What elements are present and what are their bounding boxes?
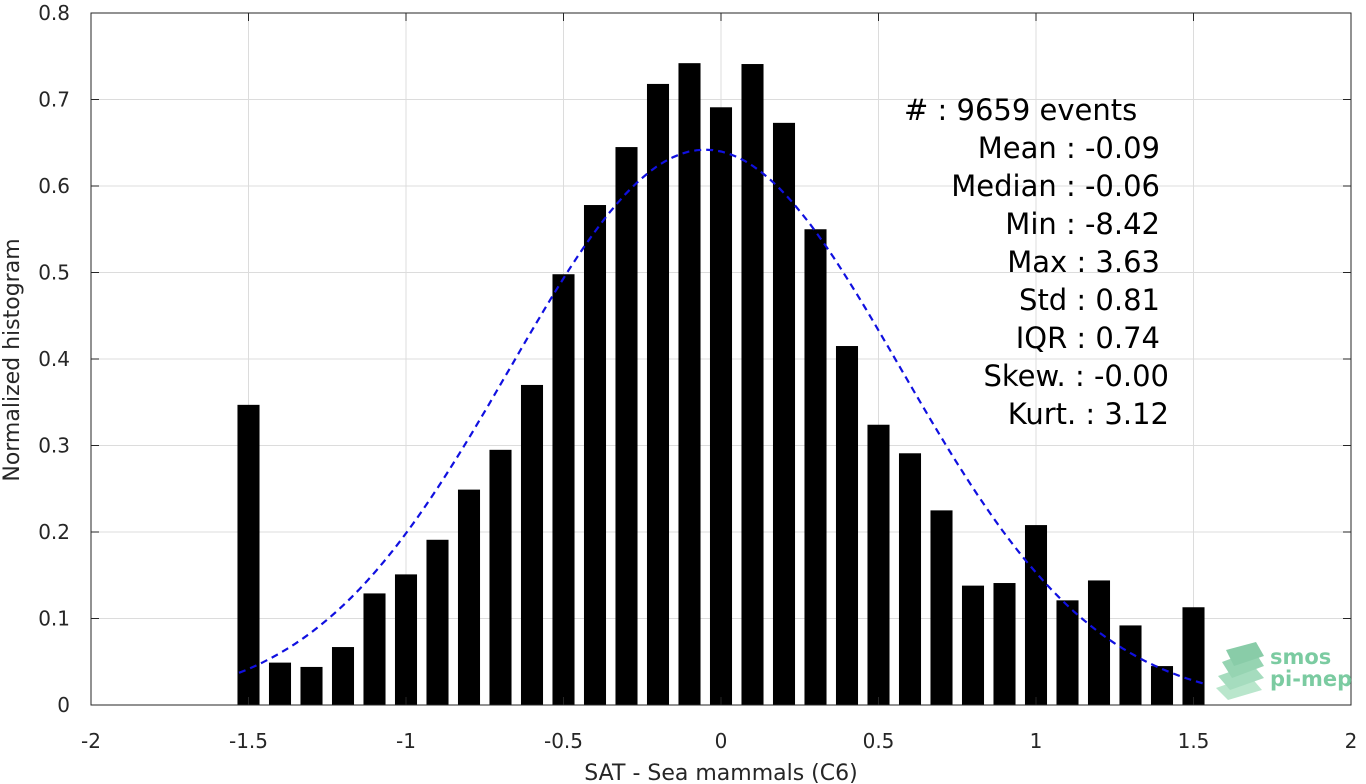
- histogram-bar: [331, 647, 355, 705]
- axis-ticks: [90, 12, 1352, 706]
- histogram-bar: [961, 585, 985, 705]
- histogram-bar: [741, 64, 764, 705]
- histogram-bar: [552, 274, 575, 705]
- histogram-bar: [615, 147, 638, 705]
- histogram-bar: [835, 346, 859, 705]
- y-tick-label: 0.3: [38, 434, 70, 458]
- x-tick-label: -1.5: [229, 729, 268, 753]
- logo-text-line1: smos: [1270, 645, 1331, 669]
- histogram-bar: [709, 107, 733, 705]
- histogram-bar: [646, 83, 670, 706]
- histogram-bar: [457, 489, 481, 705]
- histogram-bar: [1150, 666, 1174, 705]
- x-tick-label: 0: [715, 729, 728, 753]
- logo-text-line2: pi-mep: [1270, 667, 1352, 691]
- histogram-bar: [426, 539, 449, 705]
- stats-box: # : 9659 events Mean : -0.09 Median : -0…: [904, 93, 1169, 431]
- histogram-bar: [394, 574, 418, 705]
- x-tick-label: 1: [1030, 729, 1043, 753]
- smos-pi-mep-logo: smos pi-mep: [1216, 642, 1352, 700]
- stats-std: Std : 0.81: [1019, 283, 1160, 317]
- histogram-bar: [678, 63, 701, 706]
- y-tick-labels: 0 0.1 0.2 0.3 0.4 0.5 0.6 0.7 0.8: [38, 1, 70, 717]
- y-tick-label: 0.5: [38, 261, 70, 285]
- histogram-bar: [1056, 600, 1079, 705]
- histogram-bar: [268, 662, 292, 705]
- stats-kurt: Kurt. : 3.12: [1008, 397, 1169, 431]
- y-tick-label: 0.7: [38, 88, 70, 112]
- histogram-bar: [1182, 607, 1205, 705]
- histogram-bar: [363, 593, 386, 705]
- bars: [237, 63, 1205, 706]
- histogram-bar: [237, 404, 260, 705]
- x-tick-label: -1: [396, 729, 416, 753]
- x-tick-label: 1.5: [1178, 729, 1210, 753]
- histogram-bar: [520, 384, 544, 705]
- y-tick-label: 0.1: [38, 607, 70, 631]
- stats-skew: Skew. : -0.00: [983, 359, 1169, 393]
- x-tick-label: 0.5: [863, 729, 895, 753]
- y-axis-label: Normalized histogram: [0, 238, 25, 481]
- y-tick-label: 0.6: [38, 174, 70, 198]
- stats-iqr: IQR : 0.74: [1016, 321, 1160, 355]
- histogram-bar: [583, 205, 607, 705]
- histogram-bar: [867, 424, 890, 705]
- y-tick-label: 0.2: [38, 520, 70, 544]
- histogram-bar: [898, 453, 922, 705]
- y-tick-label: 0.8: [38, 1, 70, 25]
- y-tick-label: 0: [57, 693, 70, 717]
- gaussian-fit-curve: [238, 148, 1204, 685]
- x-tick-label: -0.5: [544, 729, 583, 753]
- histogram-bar: [1087, 580, 1111, 705]
- x-tick-label: -2: [81, 729, 101, 753]
- histogram-bar: [993, 583, 1016, 705]
- stats-min: Min : -8.42: [1005, 207, 1160, 241]
- histogram-bar: [489, 449, 512, 705]
- stats-mean: Mean : -0.09: [978, 131, 1160, 165]
- histogram-bar: [300, 666, 323, 705]
- histogram-bar: [1119, 625, 1142, 705]
- x-axis-label: SAT - Sea mammals (C6): [584, 761, 857, 784]
- histogram-bar: [772, 122, 796, 706]
- x-tick-label: 2: [1345, 729, 1358, 753]
- histogram-bar: [1024, 525, 1048, 705]
- logo-mark-icon: [1216, 642, 1264, 700]
- x-tick-labels: -2 -1.5 -1 -0.5 0 0.5 1 1.5 2: [81, 729, 1357, 753]
- stats-median: Median : -0.06: [951, 169, 1160, 203]
- y-tick-label: 0.4: [38, 347, 70, 371]
- stats-max: Max : 3.63: [1007, 245, 1160, 279]
- histogram-bar: [930, 510, 953, 705]
- stats-events: # : 9659 events: [904, 93, 1137, 127]
- histogram-bar: [804, 229, 827, 705]
